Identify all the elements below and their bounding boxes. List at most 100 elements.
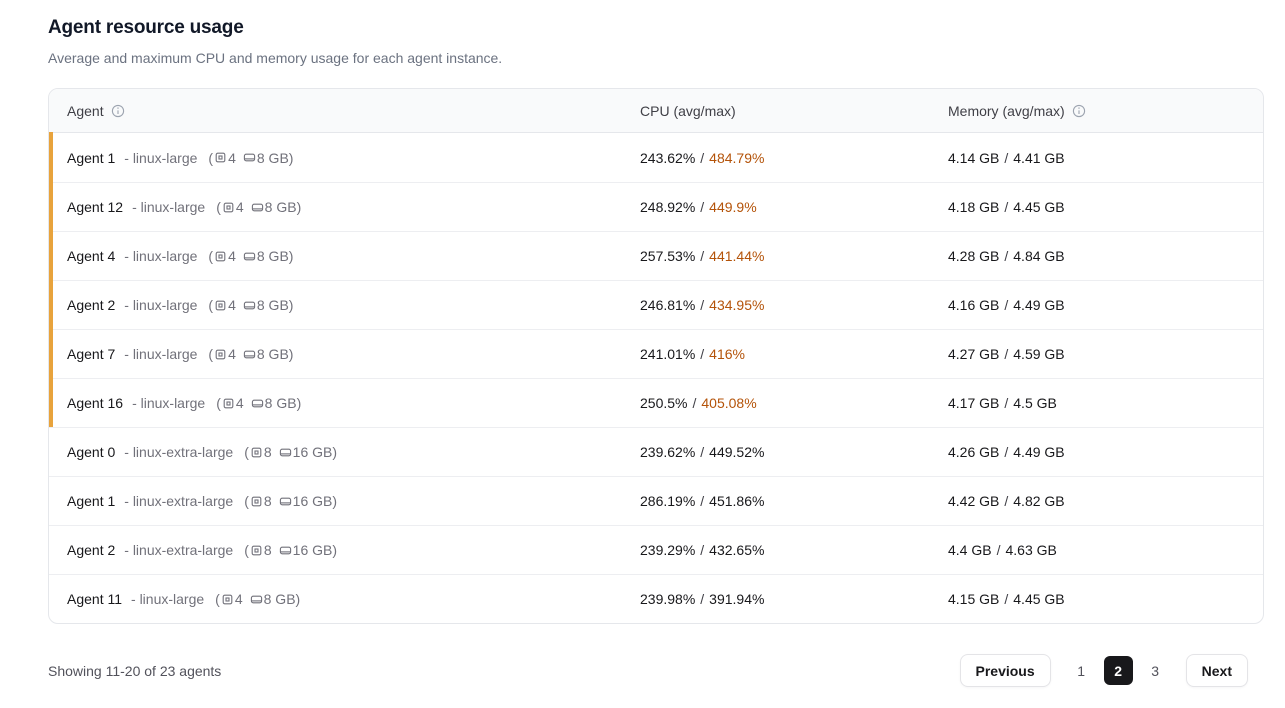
memory-icon <box>279 544 292 557</box>
info-icon[interactable] <box>111 104 125 118</box>
spec-close-paren: ) <box>296 395 302 411</box>
spec-close-paren: ) <box>332 542 338 558</box>
info-icon[interactable] <box>1072 104 1086 118</box>
memory-avg-value: 4.17 GB <box>948 395 1000 411</box>
memory-cell: 4.4 GB / 4.63 GB <box>930 542 1263 558</box>
memory-icon <box>243 299 256 312</box>
cpu-icon <box>250 495 263 508</box>
value-separator: / <box>1004 199 1009 215</box>
agent-cell: Agent 1 - linux-large ( 4 8 GB <box>49 150 622 166</box>
cpu-icon <box>214 250 227 263</box>
value-separator: / <box>700 199 705 215</box>
agent-cell: Agent 1 - linux-extra-large ( 8 <box>49 493 622 509</box>
cpu-avg-value: 248.92% <box>640 199 696 215</box>
agent-type-label: - linux-large <box>131 591 205 607</box>
agent-spec: ( 8 16 GB ) <box>244 493 337 509</box>
cpu-max-value: 434.95% <box>709 297 765 313</box>
agent-name: Agent 2 <box>67 297 116 313</box>
value-separator: / <box>1004 297 1009 313</box>
spec-open-paren: ( <box>215 591 220 607</box>
spec-open-paren: ( <box>244 493 249 509</box>
memory-avg-value: 4.15 GB <box>948 591 1000 607</box>
cpu-max-value: 391.94% <box>709 591 765 607</box>
cpu-avg-value: 257.53% <box>640 248 696 264</box>
spec-close-paren: ) <box>296 199 302 215</box>
memory-icon <box>251 201 264 214</box>
agent-cpu-count: 4 <box>228 346 236 362</box>
agent-ram-size: 8 GB <box>256 149 289 166</box>
table-row: Agent 12 - linux-large ( 4 8 GB <box>49 182 1263 231</box>
memory-cell: 4.28 GB / 4.84 GB <box>930 248 1263 264</box>
memory-cell: 4.18 GB / 4.45 GB <box>930 199 1263 215</box>
agent-cpu-count: 4 <box>228 297 236 313</box>
agent-cpu-count: 8 <box>263 493 272 509</box>
agent-cpu-count: 8 <box>263 444 272 460</box>
header-memory: Memory (avg/max) <box>930 103 1263 119</box>
agent-type-label: - linux-extra-large <box>124 493 234 509</box>
page: Agent resource usage Average and maximum… <box>48 0 1264 687</box>
spec-close-paren: ) <box>288 248 294 264</box>
pagination-page-3[interactable]: 3 <box>1141 656 1170 685</box>
agent-name: Agent 0 <box>67 444 116 460</box>
memory-cell: 4.15 GB / 4.45 GB <box>930 591 1263 607</box>
header-cpu: CPU (avg/max) <box>622 103 930 119</box>
cpu-icon <box>250 446 263 459</box>
agent-cpu-count: 4 <box>228 149 236 166</box>
cpu-cell: 243.62% / 484.79% <box>622 150 930 166</box>
table-row: Agent 1 - linux-large ( 4 8 GB <box>49 132 1263 182</box>
agent-spec: ( 4 8 GB ) <box>208 297 293 313</box>
value-separator: / <box>700 149 705 166</box>
next-page-button[interactable]: Next <box>1185 654 1248 687</box>
value-separator: / <box>700 493 705 509</box>
header-cpu-label: CPU (avg/max) <box>640 102 736 119</box>
memory-max-value: 4.84 GB <box>1013 248 1065 264</box>
agent-name: Agent 2 <box>67 542 116 558</box>
value-separator: / <box>700 346 705 362</box>
cpu-cell: 241.01% / 416% <box>622 346 930 362</box>
table-header-row: Agent CPU (avg/max) Memory (avg/max) <box>49 89 1263 133</box>
cpu-max-value: 449.9% <box>709 199 757 215</box>
cpu-avg-value: 239.62% <box>640 444 696 460</box>
memory-max-value: 4.45 GB <box>1013 199 1065 215</box>
cpu-max-value: 405.08% <box>701 395 757 411</box>
value-separator: / <box>692 395 697 411</box>
memory-avg-value: 4.28 GB <box>948 248 1000 264</box>
memory-icon <box>250 593 263 606</box>
pagination-page-1[interactable]: 1 <box>1067 656 1096 685</box>
page-title: Agent resource usage <box>48 17 244 38</box>
spec-close-paren: ) <box>288 297 294 313</box>
cpu-icon <box>214 151 227 164</box>
spec-close-paren: ) <box>332 493 338 509</box>
cpu-cell: 239.62% / 449.52% <box>622 444 930 460</box>
pagination: Previous 1 2 3 Next <box>959 654 1248 687</box>
agent-type-label: - linux-extra-large <box>124 444 234 460</box>
table-row: Agent 2 - linux-large ( 4 8 GB <box>49 280 1263 329</box>
memory-max-value: 4.5 GB <box>1013 395 1057 411</box>
cpu-cell: 239.98% / 391.94% <box>622 591 930 607</box>
cpu-cell: 286.19% / 451.86% <box>622 493 930 509</box>
agent-ram-size: 8 GB <box>256 248 289 264</box>
agent-cell: Agent 7 - linux-large ( 4 8 GB <box>49 346 622 362</box>
memory-max-value: 4.49 GB <box>1013 297 1065 313</box>
agent-type-label: - linux-large <box>132 199 206 215</box>
table-row: Agent 7 - linux-large ( 4 8 GB <box>49 329 1263 378</box>
pagination-page-2[interactable]: 2 <box>1103 656 1133 685</box>
agent-ram-size: 8 GB <box>264 199 297 215</box>
agent-spec: ( 4 8 GB ) <box>208 150 293 166</box>
previous-page-button[interactable]: Previous <box>959 654 1051 687</box>
agent-ram-size: 8 GB <box>264 395 297 411</box>
cpu-cell: 239.29% / 432.65% <box>622 542 930 558</box>
header-memory-label: Memory (avg/max) <box>948 102 1065 119</box>
memory-cell: 4.26 GB / 4.49 GB <box>930 444 1263 460</box>
value-separator: / <box>1004 493 1009 509</box>
cpu-max-value: 484.79% <box>709 149 765 166</box>
cpu-avg-value: 239.98% <box>640 591 696 607</box>
memory-max-value: 4.41 GB <box>1013 149 1065 166</box>
cpu-avg-value: 243.62% <box>640 149 696 166</box>
memory-avg-value: 4.4 GB <box>948 542 992 558</box>
memory-avg-value: 4.14 GB <box>948 149 1000 166</box>
value-separator: / <box>1004 248 1009 264</box>
spec-open-paren: ( <box>216 199 221 215</box>
agent-type-label: - linux-large <box>132 395 206 411</box>
agent-ram-size: 8 GB <box>256 346 289 362</box>
